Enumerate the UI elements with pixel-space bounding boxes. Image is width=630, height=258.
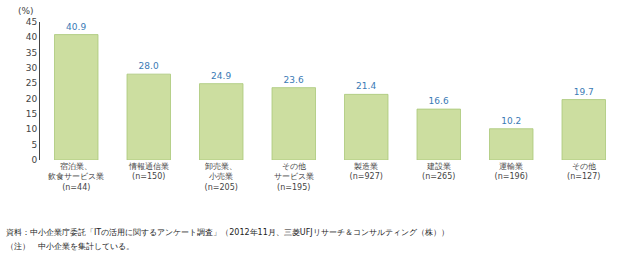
svg-text:運輸業(n=196): 運輸業(n=196) (495, 162, 528, 181)
svg-text:0: 0 (31, 155, 37, 165)
svg-text:建設業(n=265): 建設業(n=265) (422, 162, 455, 181)
svg-text:21.4: 21.4 (356, 81, 376, 91)
svg-text:宿泊業、飲食サービス業(n=44): 宿泊業、飲食サービス業(n=44) (48, 162, 104, 192)
svg-text:19.7: 19.7 (574, 87, 594, 97)
svg-text:35: 35 (26, 48, 37, 58)
svg-text:20: 20 (26, 94, 38, 104)
svg-text:資料：中小企業庁委託「ITの活用に関するアンケート調査」（2: 資料：中小企業庁委託「ITの活用に関するアンケート調査」（2012年11月、三菱… (6, 228, 449, 237)
svg-text:10: 10 (26, 124, 38, 134)
svg-text:（注） 中小企業を集計している。: （注） 中小企業を集計している。 (6, 242, 134, 251)
svg-text:25: 25 (26, 78, 37, 88)
svg-text:40.9: 40.9 (66, 22, 86, 32)
svg-text:40: 40 (26, 32, 38, 42)
svg-text:24.9: 24.9 (211, 71, 231, 81)
svg-text:15: 15 (26, 109, 37, 119)
svg-text:30: 30 (26, 63, 38, 73)
svg-text:28.0: 28.0 (139, 61, 159, 71)
svg-text:5: 5 (31, 140, 37, 150)
svg-text:16.6: 16.6 (429, 96, 449, 106)
svg-text:その他サービス業(n=195): その他サービス業(n=195) (274, 162, 314, 192)
svg-text:卸売業、小売業(n=205): 卸売業、小売業(n=205) (205, 162, 238, 192)
svg-text:(%): (%) (18, 6, 34, 16)
svg-text:情報通信業(n=150): 情報通信業(n=150) (128, 162, 169, 181)
svg-text:10.2: 10.2 (501, 116, 521, 126)
svg-text:23.6: 23.6 (284, 75, 304, 85)
svg-text:45: 45 (26, 17, 37, 27)
svg-text:製造業(n=927): 製造業(n=927) (350, 162, 383, 181)
svg-text:その他(n=127): その他(n=127) (567, 162, 600, 181)
